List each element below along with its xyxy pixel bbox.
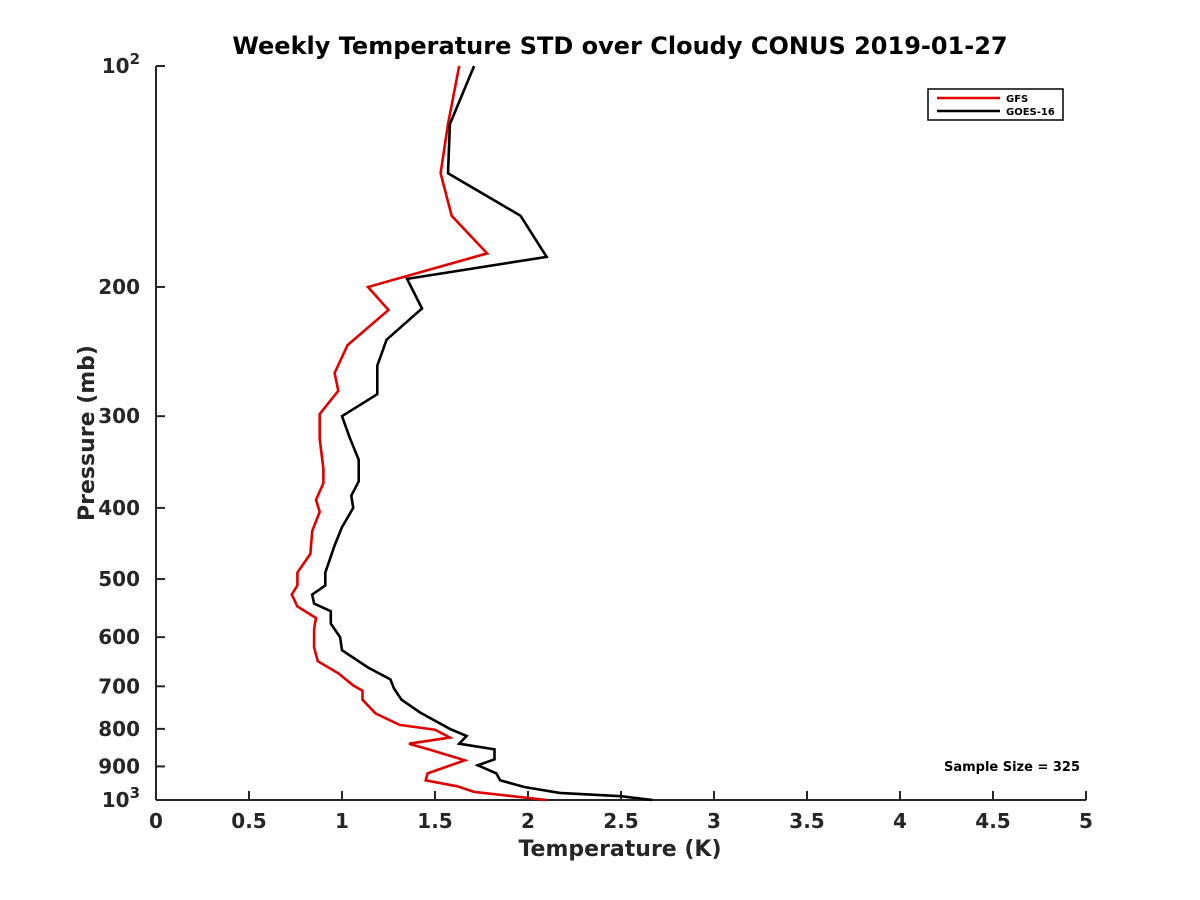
y-tick-label: 700 — [98, 674, 140, 698]
x-tick-label: 0 — [149, 809, 163, 833]
x-axis-label: Temperature (K) — [518, 837, 721, 862]
y-tick-label: 300 — [98, 404, 140, 428]
series-line-gfs — [290, 65, 547, 802]
x-tick-label: 3 — [707, 809, 721, 833]
x-tick-label: 4.5 — [975, 809, 1010, 833]
y-tick-label: 800 — [98, 717, 140, 741]
legend-box — [927, 88, 1064, 121]
y-tick-label: 900 — [98, 754, 140, 778]
x-tick-label: 3.5 — [789, 809, 824, 833]
x-tick-label: 4 — [893, 809, 907, 833]
x-tick-label: 5 — [1079, 809, 1093, 833]
y-tick-label: 500 — [98, 567, 140, 591]
plot-area: 0 0.5 1 1.5 2 2.5 3 3.5 4 4.5 5 102 200 300 400 500 600 7… — [98, 50, 1093, 833]
legend-label: GOES-16 — [1006, 107, 1055, 118]
y-tick-label: 600 — [98, 625, 140, 649]
legend-label: GFS — [1006, 94, 1028, 105]
x-tick-label: 1 — [335, 809, 349, 833]
y-tick-label: 200 — [98, 275, 140, 299]
legend: GFS GOES-16 — [927, 88, 1064, 121]
y-tick-label: 103 — [102, 784, 140, 812]
y-tick-label: 102 — [102, 50, 140, 78]
y-axis-label: Pressure (mb) — [75, 345, 100, 521]
sample-size-annotation: Sample Size = 325 — [944, 760, 1080, 775]
x-tick-label: 2 — [521, 809, 535, 833]
y-tick-label: 400 — [98, 496, 140, 520]
chart-title: Weekly Temperature STD over Cloudy CONUS… — [232, 32, 1007, 60]
series-line-goes-16 — [310, 65, 653, 802]
x-tick-label: 2.5 — [603, 809, 638, 833]
x-tick-label: 0.5 — [231, 809, 266, 833]
x-tick-label: 1.5 — [417, 809, 452, 833]
